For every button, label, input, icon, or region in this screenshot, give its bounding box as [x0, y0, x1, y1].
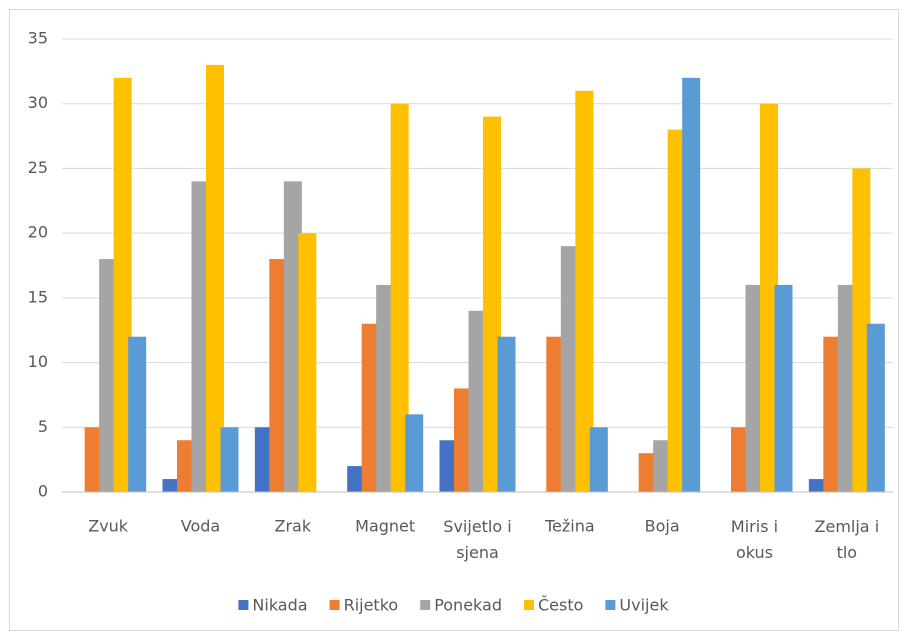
bar	[823, 336, 842, 492]
bar	[376, 284, 395, 492]
legend-swatch	[238, 600, 249, 610]
bar	[283, 181, 302, 492]
bar	[589, 427, 608, 492]
x-tick-label: Zemlja i tlo	[815, 517, 880, 562]
y-tick-label: 30	[28, 93, 48, 112]
bar	[405, 414, 424, 492]
y-tick-label: 15	[28, 287, 48, 306]
bar	[546, 336, 565, 492]
bar	[254, 427, 273, 492]
bar	[128, 336, 147, 492]
y-tick-label: 25	[28, 158, 48, 177]
x-tick-label: Svijetlo i sjena	[443, 517, 511, 562]
bar	[454, 388, 472, 492]
bar	[852, 168, 871, 492]
bar	[439, 440, 458, 492]
y-tick-label: 35	[28, 29, 48, 48]
bar	[206, 64, 224, 492]
bar	[468, 310, 487, 492]
legend-label: Rijetko	[344, 596, 399, 615]
x-tick-label: Magnet	[355, 517, 415, 536]
x-tick-label: Težina	[544, 517, 595, 536]
bar	[866, 323, 885, 492]
bar	[560, 246, 579, 492]
bar	[269, 259, 288, 492]
bar	[837, 284, 856, 492]
bar	[638, 453, 657, 492]
legend-swatch	[329, 600, 340, 610]
bar	[84, 427, 103, 492]
bar	[653, 440, 672, 492]
bar	[162, 479, 181, 492]
x-tick-label: Voda	[181, 517, 220, 536]
y-tick-label: 20	[28, 223, 48, 242]
y-tick-label: 10	[28, 352, 48, 371]
bar	[347, 466, 366, 492]
legend-label: Uvijek	[619, 596, 669, 615]
bar	[808, 479, 827, 492]
bar	[113, 77, 132, 492]
x-tick-label: Zrak	[275, 517, 312, 536]
x-tick-label: Zvuk	[88, 517, 129, 536]
bar	[682, 77, 701, 492]
bar	[99, 259, 118, 492]
y-tick-label: 0	[38, 482, 48, 501]
bar	[298, 233, 317, 492]
y-tick-label: 5	[38, 417, 48, 436]
bar	[760, 103, 778, 492]
bar	[361, 323, 380, 492]
bar	[497, 336, 516, 492]
bar	[483, 116, 501, 493]
legend-swatch	[420, 600, 431, 610]
bar	[667, 129, 686, 492]
bar	[774, 284, 793, 492]
legend-label: Nikada	[252, 596, 307, 615]
legend-label: Ponekad	[434, 596, 502, 615]
bar	[191, 181, 210, 492]
bar	[220, 427, 239, 492]
legend-swatch	[605, 600, 616, 610]
bar	[390, 103, 409, 492]
bar	[177, 440, 195, 492]
legend-swatch	[523, 600, 534, 610]
x-tick-label: Boja	[645, 517, 680, 536]
bar	[575, 90, 594, 493]
legend-label: Često	[538, 596, 583, 615]
bar	[745, 284, 764, 492]
x-tick-label: Miris i okus	[731, 517, 778, 562]
bar	[731, 427, 749, 492]
